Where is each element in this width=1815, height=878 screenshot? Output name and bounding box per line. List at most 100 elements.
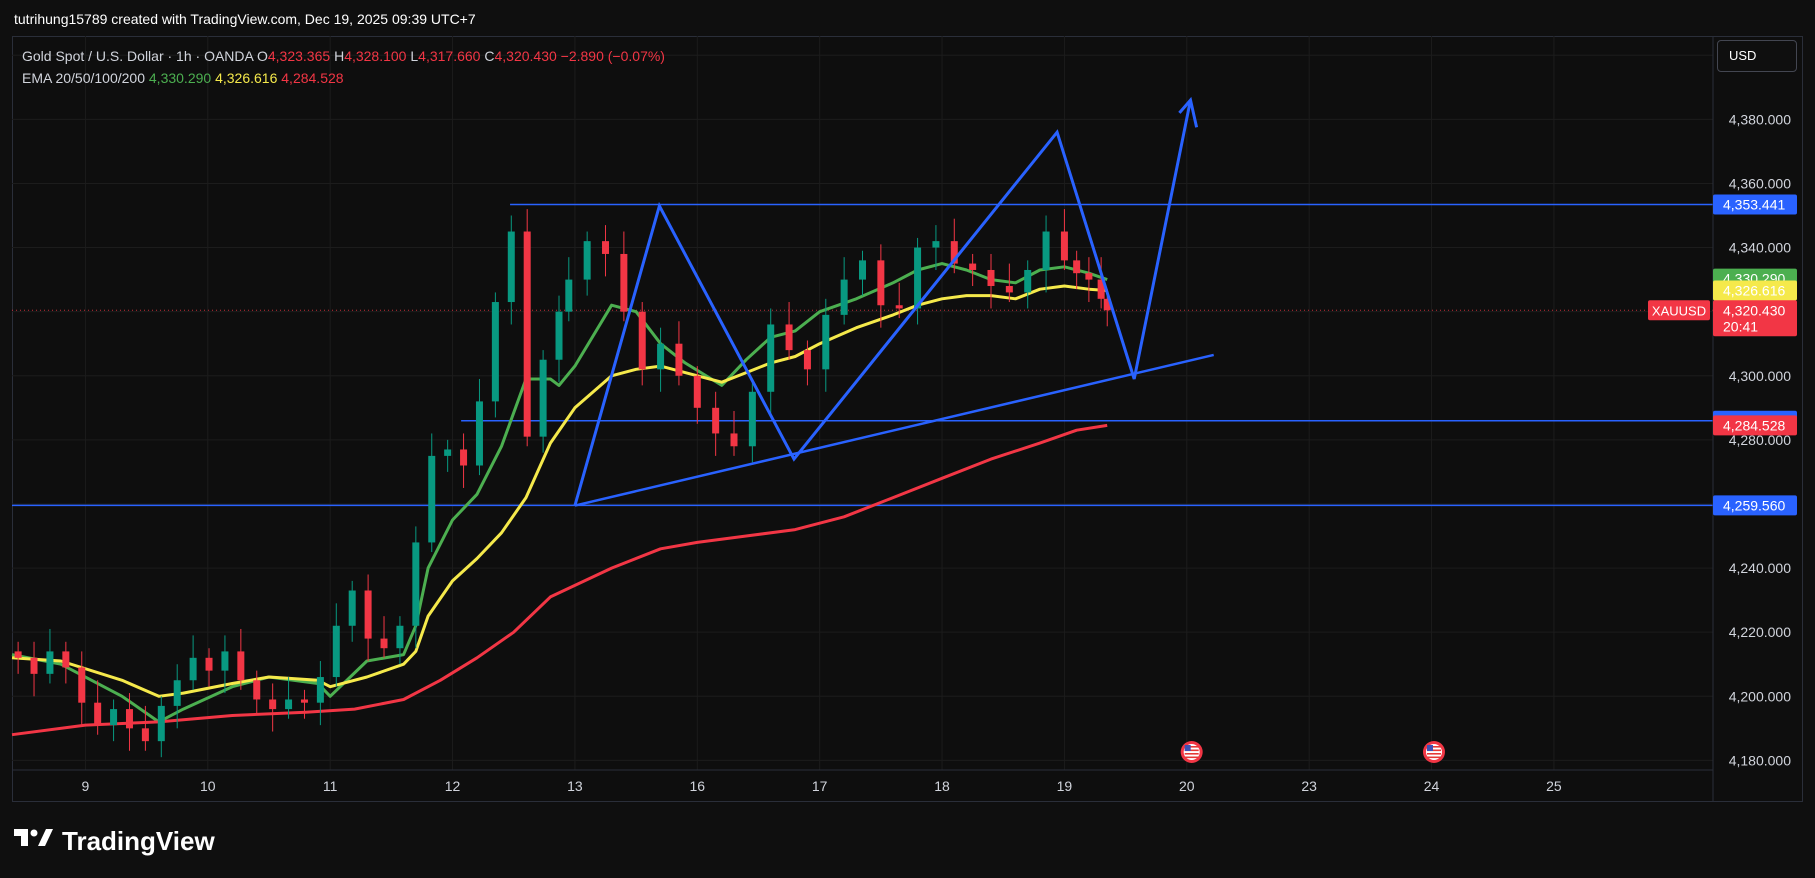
candle-body [141, 728, 149, 742]
candle-body [748, 391, 756, 447]
candle-body [30, 657, 38, 674]
candles [14, 209, 1111, 758]
price-label-text: 4,284.528 [1723, 417, 1785, 433]
candle-body [657, 343, 665, 370]
price-label-text: 4,353.441 [1723, 196, 1785, 212]
candle-body [1085, 273, 1093, 280]
candle-body [565, 279, 573, 312]
x-tick-label: 9 [82, 778, 90, 794]
candle-body [125, 709, 133, 729]
close-label: C [484, 48, 495, 64]
x-tick-label: 19 [1057, 778, 1073, 794]
candle-body [189, 657, 197, 681]
candle-body [78, 667, 86, 703]
ema200-value: 4,284.528 [281, 70, 344, 86]
flag-stripe [1426, 746, 1441, 748]
x-tick-label: 13 [567, 778, 583, 794]
x-tick-label: 23 [1301, 778, 1317, 794]
price-label-text: 4,326.616 [1723, 282, 1785, 298]
x-tick-label: 11 [323, 778, 338, 794]
tradingview-logo[interactable]: TradingView [14, 826, 215, 858]
y-tick-label: 4,340.000 [1729, 240, 1791, 256]
attribution-text: tutrihung15789 created with TradingView.… [14, 11, 476, 27]
y-tick-label: 4,200.000 [1729, 688, 1791, 704]
candle-body [822, 314, 830, 370]
low-label: L [410, 48, 419, 64]
open-label: O [256, 48, 268, 64]
candle-body [380, 638, 388, 649]
grid [12, 36, 1713, 770]
currency-button[interactable]: USD [1717, 40, 1797, 72]
projection-path [573, 99, 1192, 507]
y-tick-label: 4,220.000 [1729, 624, 1791, 640]
symbol-tag-box [1648, 300, 1710, 321]
x-tick-label: 17 [812, 778, 828, 794]
candle-body [803, 350, 811, 370]
flag-canton [1184, 745, 1191, 751]
candle-body [364, 590, 372, 639]
candle-body [785, 324, 793, 351]
candle-body [969, 263, 977, 270]
candle-body [950, 241, 958, 264]
candle-body [987, 269, 995, 287]
drawings [573, 96, 1215, 507]
tradingview-logo-icon [14, 829, 53, 846]
ema50-value: 4,326.616 [215, 70, 278, 86]
arrow-head [1178, 96, 1199, 128]
candle-body [602, 241, 610, 254]
axes: 4,180.0004,200.0004,220.0004,240.0004,26… [12, 36, 1791, 802]
symbol-title[interactable]: Gold Spot / U.S. Dollar · 1h · OANDA [22, 48, 254, 64]
candle-body [110, 709, 118, 726]
x-tick-label: 12 [445, 778, 461, 794]
x-tick-label: 24 [1424, 778, 1440, 794]
candle-body [348, 590, 356, 626]
candle-body [1024, 269, 1032, 293]
candle-body [693, 375, 701, 408]
price-label-text: 4,259.560 [1723, 497, 1785, 513]
top-bar: tutrihung15789 created with TradingView.… [0, 0, 1815, 36]
change-value: −2.890 (−0.07%) [560, 48, 665, 64]
price-label-text: 4,320.430 [1723, 302, 1785, 318]
flag-stripe [1184, 749, 1199, 752]
x-tick-label: 10 [200, 778, 216, 794]
y-tick-label: 4,280.000 [1729, 432, 1791, 448]
flag-stripe [1184, 753, 1199, 755]
y-tick-label: 4,360.000 [1729, 175, 1791, 191]
candle-body [507, 231, 515, 303]
us-flag-event-icon [1180, 741, 1203, 763]
candle-body [1042, 231, 1050, 270]
candle-body [460, 449, 468, 466]
support-trendline [574, 353, 1215, 507]
candle-body [877, 260, 885, 306]
x-tick-label: 20 [1179, 778, 1195, 794]
flag-stripe [1184, 756, 1199, 759]
ema-label[interactable]: EMA 20/50/100/200 [22, 70, 145, 86]
candle-body [300, 699, 308, 703]
ema200-line [11, 423, 1108, 737]
candle-body [46, 651, 54, 674]
candle-body [269, 699, 277, 710]
candle-body [475, 401, 483, 466]
price-labels: 4,353.4414,330.2904,326.6164,320.43020:4… [1648, 194, 1797, 516]
candle-body [1073, 260, 1081, 274]
candle-body [332, 625, 340, 678]
y-tick-label: 4,180.000 [1729, 752, 1791, 768]
candle-body [444, 449, 452, 456]
candle-body [675, 343, 683, 376]
horizontal-levels [12, 203, 1713, 507]
symbol-tag-text: XAUUSD [1652, 303, 1706, 318]
candle-body [1097, 279, 1105, 299]
candle-body [412, 542, 420, 626]
candle-body [859, 260, 866, 280]
flag-stripe [1426, 749, 1441, 752]
candle-body [1103, 298, 1111, 311]
candle-body [316, 677, 324, 703]
candle-body [285, 699, 293, 710]
ohlc-row: Gold Spot / U.S. Dollar · 1h · OANDA O4,… [22, 45, 665, 67]
price-label-box [1713, 194, 1797, 215]
ema-row: EMA 20/50/100/200 4,330.290 4,326.616 4,… [22, 67, 665, 89]
chart-frame[interactable] [12, 36, 1803, 802]
candle-body [523, 231, 531, 437]
countdown-text: 20:41 [1723, 318, 1758, 334]
